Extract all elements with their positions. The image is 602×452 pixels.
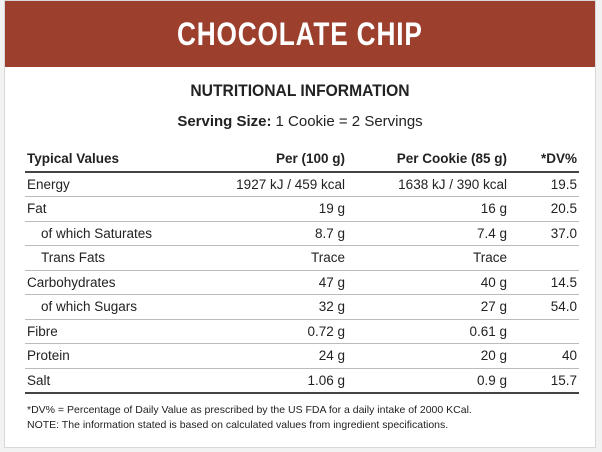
table-cell: of which Saturates [25, 221, 195, 246]
table-cell: 19.5 [509, 171, 579, 197]
table-cell: 1927 kJ / 459 kcal [195, 171, 347, 197]
table-cell: 16 g [347, 196, 509, 222]
table-cell: 8.7 g [195, 221, 347, 246]
title-band: CHOCOLATE CHIP [5, 1, 595, 67]
table-row: Fat 19 g 16 g 20.5 [25, 196, 579, 222]
table-row: of which Saturates 8.7 g 7.4 g 37.0 [25, 221, 579, 246]
table-row: of which Sugars 32 g 27 g 54.0 [25, 294, 579, 320]
table-cell: Fat [25, 196, 195, 222]
empty-cell [509, 245, 579, 271]
table-cell: 24 g [195, 343, 347, 369]
table-cell: 54.0 [509, 294, 579, 320]
table-cell: 1.06 g [195, 368, 347, 394]
empty-cell [509, 319, 579, 344]
column-header: *DV% [509, 147, 579, 173]
serving-label: Serving Size: [177, 113, 272, 130]
table-cell: 32 g [195, 294, 347, 320]
table-cell: 37.0 [509, 221, 579, 246]
table-cell: 47 g [195, 270, 347, 295]
serving-size: Serving Size: 1 Cookie = 2 Servings [5, 113, 595, 130]
table-cell: 0.9 g [347, 368, 509, 394]
table-row: Salt 1.06 g 0.9 g 15.7 [25, 368, 579, 394]
table-cell: 14.5 [509, 270, 579, 295]
column-header: Typical Values [25, 147, 195, 173]
footnote: NOTE: The information stated is based on… [27, 419, 449, 431]
table-cell: 19 g [195, 196, 347, 222]
table-row: Fibre 0.72 g 0.61 g [25, 319, 579, 344]
table-row: Protein 24 g 20 g 40 [25, 343, 579, 369]
table-row: Trans Fats Trace Trace [25, 245, 579, 271]
header-row: Typical Values Per (100 g) Per Cookie (85 … [25, 147, 579, 173]
table-cell: Trans Fats [25, 245, 195, 271]
label-panel: CHOCOLATE CHIP NUTRITIONAL INFORMATION S… [4, 0, 596, 448]
table-cell: 0.61 g [347, 319, 509, 344]
nutrition-table: Typical Values Per (100 g) Per Cookie (85 … [25, 147, 579, 394]
table-cell: 40 g [347, 270, 509, 295]
title: CHOCOLATE CHIP [177, 15, 423, 52]
table-cell: of which Sugars [25, 294, 195, 320]
table-cell: 15.7 [509, 368, 579, 394]
subtitle: NUTRITIONAL INFORMATION [190, 81, 410, 100]
table-cell: 0.72 g [195, 319, 347, 344]
column-header: Per Cookie (85 g) [347, 147, 509, 173]
serving-value: 1 Cookie = 2 Servings [275, 113, 423, 130]
table-cell: Protein [25, 343, 195, 369]
table-cell: 27 g [347, 294, 509, 320]
table-cell: 1638 kJ / 390 kcal [347, 171, 509, 197]
table-cell: Trace [347, 245, 509, 271]
footnote: *DV% = Percentage of Daily Value as pres… [27, 404, 472, 416]
table-cell: 20 g [347, 343, 509, 369]
table-row: Energy 1927 kJ / 459 kcal 1638 kJ / 390 kc… [25, 171, 579, 197]
table-row: Carbohydrates 47 g 40 g 14.5 [25, 270, 579, 295]
table-cell: Carbohydrates [25, 270, 195, 295]
notes: *DV% = Percentage of Daily Value as pres… [27, 403, 472, 433]
table-cell: 40 [509, 343, 579, 369]
table-cell: Trace [195, 245, 347, 271]
column-header: Per (100 g) [195, 147, 347, 173]
table-cell: 7.4 g [347, 221, 509, 246]
table-cell: Energy [25, 171, 195, 197]
table-cell: 20.5 [509, 196, 579, 222]
table-cell: Salt [25, 368, 195, 394]
table-cell: Fibre [25, 319, 195, 344]
